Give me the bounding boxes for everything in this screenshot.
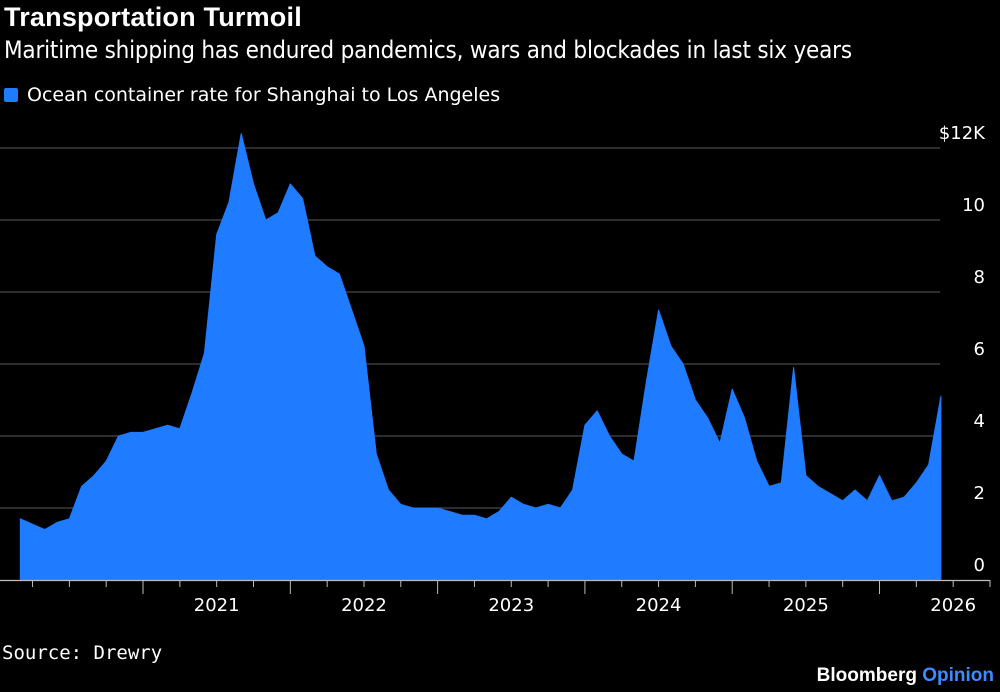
x-tick-label: 2022	[341, 595, 387, 616]
legend-swatch	[4, 88, 18, 102]
brand-logo: Bloomberg Opinion	[817, 665, 994, 687]
area-series-fill	[19, 133, 942, 581]
legend-label: Ocean container rate for Shanghai to Los…	[27, 84, 501, 106]
y-axis-labels: 0 2 4 6 8 10 $12K	[939, 123, 986, 576]
x-axis: 2021 2022 2023 2024 2025 2026	[0, 579, 991, 616]
x-tick-label: 2026	[930, 595, 976, 616]
y-tick-label: 0	[974, 555, 985, 576]
x-tick-label: 2025	[783, 595, 829, 616]
brand-main: Bloomberg	[816, 665, 917, 686]
x-tick-label: 2023	[488, 595, 534, 616]
y-tick-label: 8	[974, 267, 985, 288]
chart-subtitle: Maritime shipping has endured pandemics,…	[4, 36, 852, 64]
y-tick-label: 6	[974, 339, 985, 360]
y-tick-label: 10	[962, 195, 985, 216]
source-note: Source: Drewry	[2, 642, 163, 664]
chart-title: Transportation Turmoil	[4, 2, 302, 32]
legend: Ocean container rate for Shanghai to Los…	[4, 84, 500, 106]
x-tick-label: 2024	[636, 595, 682, 616]
y-tick-label: $12K	[939, 123, 986, 144]
area-series	[19, 133, 942, 581]
y-tick-label: 2	[974, 483, 985, 504]
y-tick-label: 4	[974, 411, 985, 432]
brand-accent: Opinion	[922, 665, 994, 686]
x-tick-label: 2021	[194, 595, 240, 616]
